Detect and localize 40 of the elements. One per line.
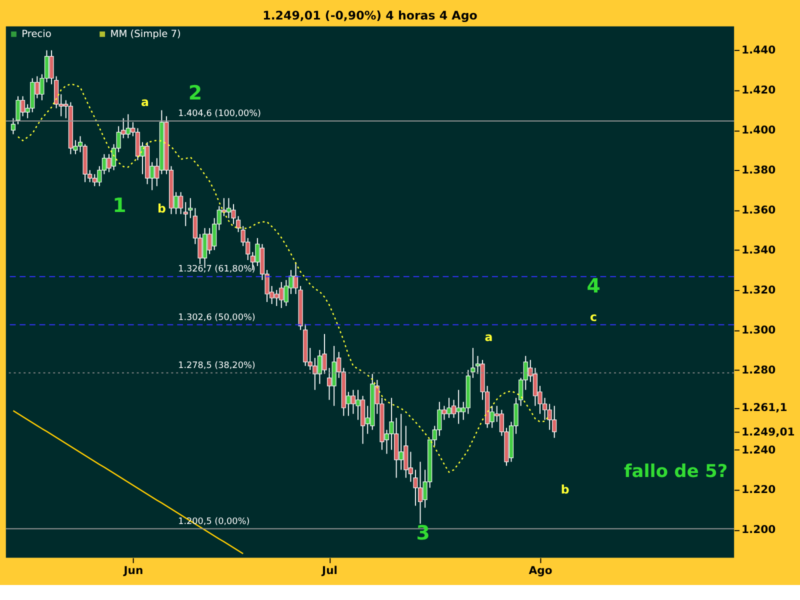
y-tick-label: 1.300: [741, 323, 776, 336]
y-tick-label: 1.440: [741, 44, 776, 57]
y-tick-label: 1.380: [741, 164, 776, 177]
annotation: 4: [586, 274, 600, 298]
x-tick-label: Jul: [321, 564, 338, 577]
annotation: 2: [188, 82, 202, 105]
annotation: a: [484, 330, 493, 344]
y-tick-label: 1.261,1: [741, 401, 788, 414]
y-tick-label: 1.280: [741, 363, 776, 376]
y-tick-label: 1.240: [741, 443, 776, 456]
candlestick: [236, 216, 241, 233]
y-tick-label: 1.400: [741, 124, 776, 137]
ref-line-label: 1.404,6 (100,00%): [178, 109, 261, 120]
candlestick: [183, 202, 188, 227]
line-series: [17, 83, 550, 473]
annotation: 3: [416, 522, 430, 545]
annotation: fallo de 5?: [624, 462, 728, 482]
annotation: 1: [112, 194, 126, 217]
chart-title: 1.249,01 (-0,90%) 4 horas 4 Ago: [262, 8, 478, 22]
ref-line-label: 1.326,7 (61,80%): [178, 264, 256, 275]
ref-line-label: 1.302,6 (50,00%): [178, 312, 256, 323]
x-tick-label: Ago: [528, 564, 552, 577]
y-tick-label: 1.420: [741, 84, 776, 97]
y-tick-label: 1.220: [741, 483, 776, 496]
legend-label: Precio: [22, 29, 52, 40]
legend-label: MM (Simple 7): [110, 29, 181, 40]
y-tick-label: 1.249,01: [741, 425, 795, 438]
annotation: a: [141, 95, 149, 110]
x-tick-label: Jun: [122, 564, 144, 577]
ref-line-label: 1.278,5 (38,20%): [178, 360, 256, 371]
annotation: b: [158, 202, 166, 216]
y-tick-label: 1.340: [741, 244, 776, 256]
annotation: b: [560, 482, 570, 497]
annotation: c: [590, 310, 598, 324]
y-tick-label: 1.200: [741, 523, 776, 536]
y-tick-label: 1.360: [741, 204, 776, 217]
candlestick: [470, 347, 476, 378]
candlestick: [10, 118, 16, 135]
y-tick-label: 1.320: [741, 283, 776, 296]
candlestick: [188, 198, 193, 219]
